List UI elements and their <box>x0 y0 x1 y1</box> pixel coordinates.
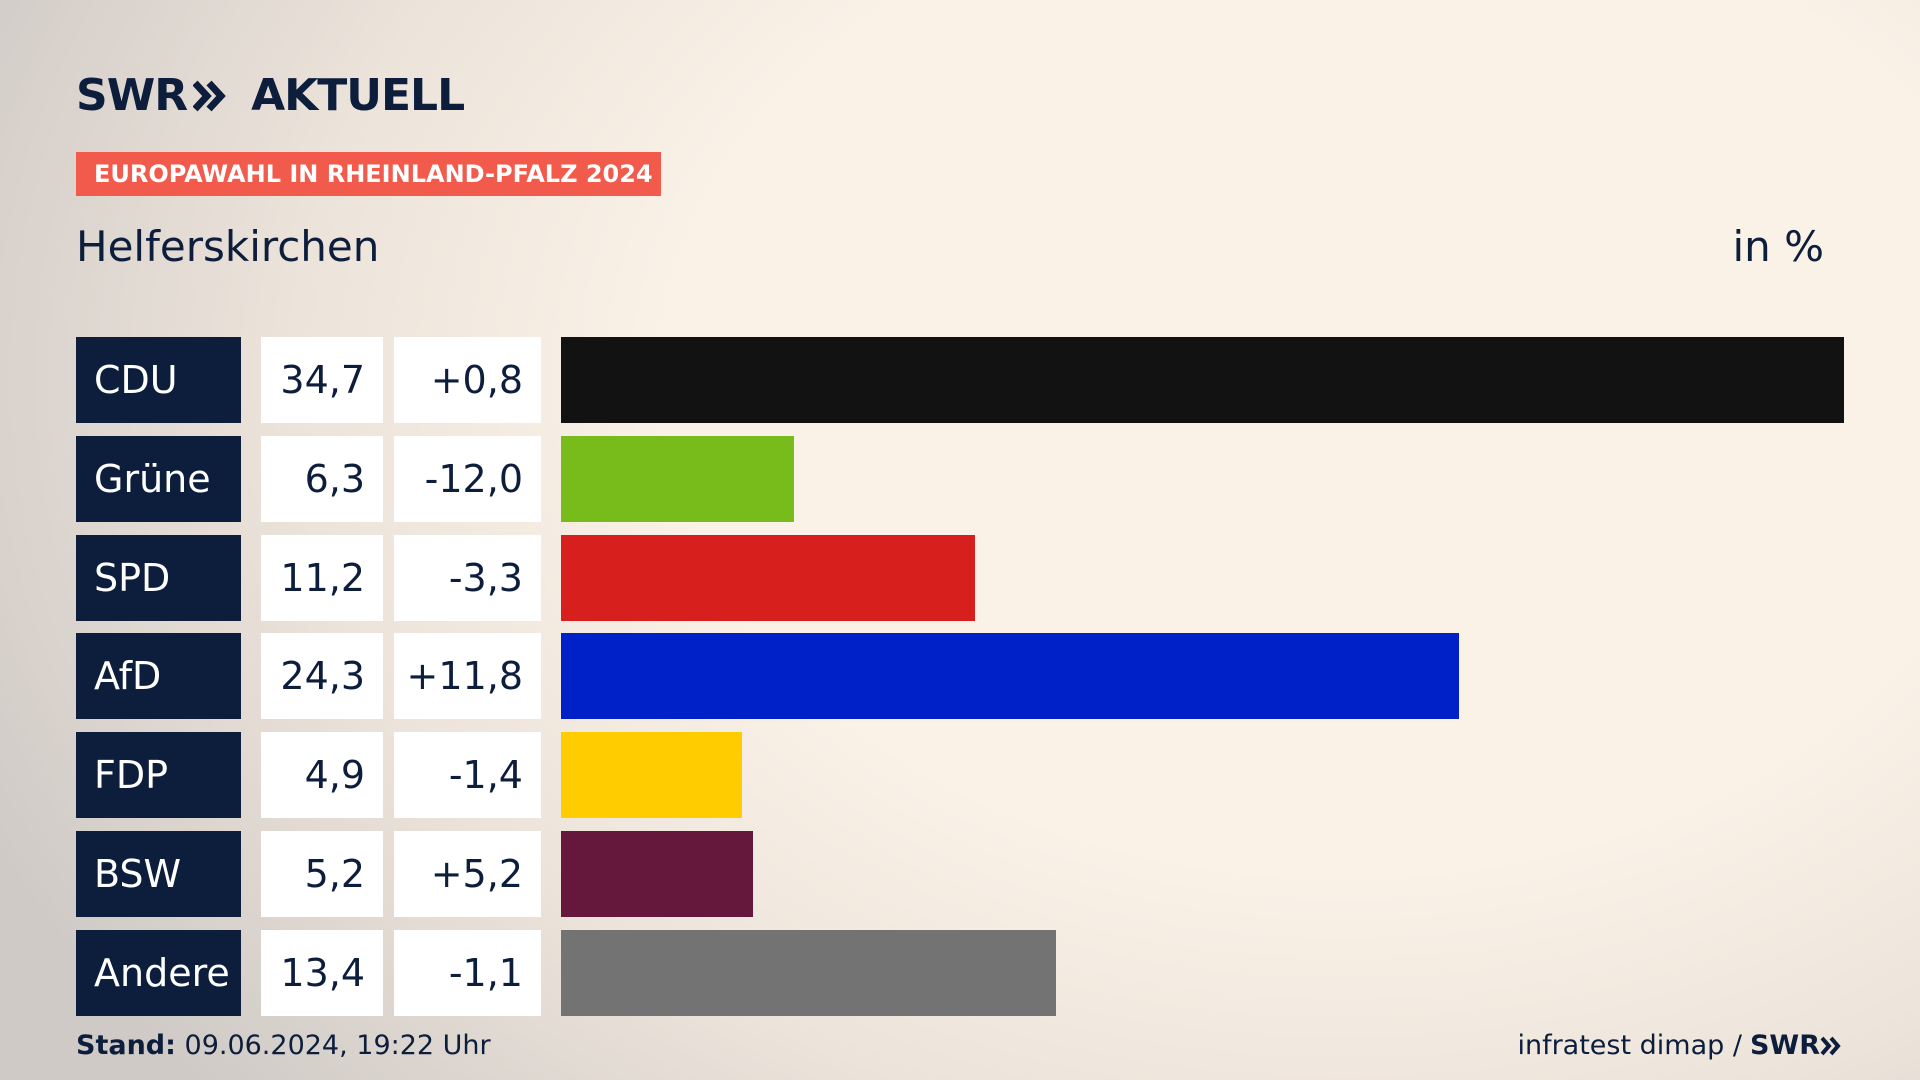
value-label: 34,7 <box>261 337 383 423</box>
party-label: AfD <box>76 633 241 720</box>
bar <box>561 732 743 819</box>
brand-name: SWR <box>76 70 188 121</box>
bar <box>561 633 1460 720</box>
value-label: 4,9 <box>261 732 383 819</box>
party-label: BSW <box>76 831 241 917</box>
chart-title: Helferskirchen <box>76 222 380 271</box>
party-label: SPD <box>76 534 241 621</box>
party-label: Grüne <box>76 435 241 522</box>
change-label: -12,0 <box>394 435 541 522</box>
change-label: +0,8 <box>394 337 541 423</box>
party-label: Andere <box>76 929 241 1016</box>
bar <box>561 337 1844 423</box>
footer-source: infratest dimap / SWR <box>1517 1030 1844 1061</box>
value-label: 13,4 <box>261 929 383 1016</box>
value-label: 24,3 <box>261 633 383 720</box>
stand-label: Stand: <box>76 1030 176 1061</box>
chevrons <box>1820 1036 1841 1055</box>
change-label: -3,3 <box>394 534 541 621</box>
logo: SWR AKTUELL <box>76 70 465 121</box>
value-label: 6,3 <box>261 435 383 522</box>
source: infratest dimap / <box>1517 1030 1742 1061</box>
party-label: FDP <box>76 732 241 819</box>
value-label: 11,2 <box>261 534 383 621</box>
change-label: -1,1 <box>394 929 541 1016</box>
change-label: -1,4 <box>394 732 541 819</box>
brand-product: AKTUELL <box>251 70 465 121</box>
bar <box>561 435 794 522</box>
change-label: +11,8 <box>394 633 541 720</box>
value-label: 5,2 <box>261 831 383 917</box>
bar <box>561 929 1057 1016</box>
bar <box>561 534 976 621</box>
chevrons <box>193 80 226 111</box>
stand-value: 09.06.2024, 19:22 Uhr <box>184 1030 491 1061</box>
change-label: +5,2 <box>394 831 541 917</box>
unit-label: in % <box>1732 222 1824 271</box>
footer-stand: Stand: 09.06.2024, 19:22 Uhr <box>76 1030 491 1061</box>
tag: EUROPAWAHL IN RHEINLAND-PFALZ 2024 <box>76 152 661 196</box>
source-brand: SWR <box>1749 1030 1820 1061</box>
bar <box>561 831 754 917</box>
party-label: CDU <box>76 337 241 423</box>
